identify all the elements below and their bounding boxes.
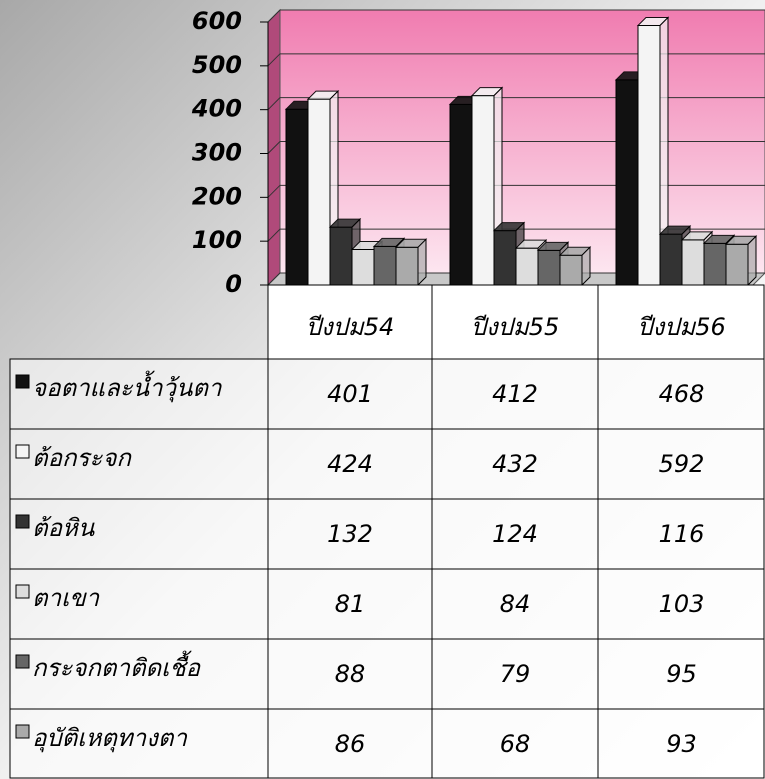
grid-line — [267, 53, 765, 67]
bar-front — [703, 242, 727, 286]
table-value: 88 — [335, 660, 366, 688]
table-value: 432 — [492, 450, 538, 478]
category-label: ปีงปม56 — [637, 313, 726, 341]
table-value: 401 — [327, 380, 373, 408]
bar-front — [471, 95, 495, 286]
grid-line — [267, 9, 765, 23]
y-tick-label: 400 — [191, 95, 242, 123]
header-cell — [431, 284, 599, 360]
bar-side — [581, 245, 591, 287]
table-value: 95 — [666, 660, 697, 688]
bar-front — [615, 79, 639, 286]
y-tick-label: 200 — [192, 182, 242, 210]
header-cell — [597, 284, 765, 360]
legend-label: อุบัติเหตุทางตา — [32, 724, 188, 753]
table-value: 79 — [500, 660, 531, 688]
bar-front — [373, 245, 397, 286]
grid-line — [267, 184, 765, 198]
y-tick-label: 600 — [192, 7, 242, 35]
row-bg — [9, 498, 765, 570]
table-value: 84 — [500, 590, 531, 618]
bar — [724, 235, 758, 287]
bar-front — [493, 230, 517, 286]
legend-key — [15, 584, 30, 599]
legend-key — [15, 444, 30, 459]
bar-front — [395, 246, 419, 286]
bar-front — [681, 239, 705, 286]
bar-front — [559, 254, 583, 286]
table-value: 93 — [666, 730, 697, 758]
legend-label: ตาเขา — [32, 584, 101, 612]
y-tick-label: 500 — [192, 51, 242, 79]
bar — [558, 245, 592, 287]
grid-line — [267, 141, 765, 154]
category-label: ปีงปม55 — [471, 313, 560, 341]
bar-front — [725, 243, 749, 286]
legend-label: กระจกตาติดเชื้อ — [32, 650, 202, 682]
bar-front — [515, 247, 539, 286]
y-tick-label: 100 — [192, 226, 242, 254]
row-bg — [9, 358, 765, 430]
y-tick-label: 300 — [192, 139, 242, 167]
table-value: 86 — [335, 730, 366, 758]
bar-front — [637, 25, 661, 286]
bar-front — [449, 103, 473, 286]
table-value: 468 — [659, 380, 705, 408]
bar-front — [659, 233, 683, 286]
table-value: 412 — [492, 380, 538, 408]
bar-front — [307, 98, 331, 286]
legend-key — [15, 724, 30, 739]
table-value: 116 — [659, 520, 705, 548]
grid-line — [267, 97, 765, 111]
bar-front — [329, 226, 353, 286]
legend-key — [15, 654, 30, 669]
table-value: 68 — [500, 730, 531, 758]
bar-front — [537, 249, 561, 286]
category-label: ปีงปม54 — [306, 313, 395, 341]
legend-label: ต้อกระจก — [32, 444, 132, 472]
legend-label: ต้อหิน — [32, 514, 95, 542]
grid-line — [267, 228, 765, 242]
y-tick-label: 0 — [225, 270, 242, 298]
row-bg — [9, 708, 765, 779]
legend-key — [15, 374, 30, 389]
table-value: 124 — [492, 520, 538, 548]
table-value: 132 — [327, 520, 373, 548]
row-bg — [9, 568, 765, 640]
bar-front — [285, 108, 309, 286]
row-bg — [9, 638, 765, 710]
bar — [394, 238, 428, 287]
bar-side — [747, 235, 757, 287]
table-value: 103 — [659, 590, 705, 618]
legend-key — [15, 514, 30, 529]
bar-front — [351, 248, 375, 286]
table-value: 424 — [327, 450, 373, 478]
table-value: 81 — [335, 590, 366, 618]
grid-line — [267, 272, 765, 286]
legend-label: จอตาและน้ำวุ้นตา — [32, 370, 223, 403]
bar-side — [417, 238, 427, 287]
bar — [636, 16, 670, 287]
header-cell — [267, 284, 433, 360]
table-value: 592 — [659, 450, 705, 478]
